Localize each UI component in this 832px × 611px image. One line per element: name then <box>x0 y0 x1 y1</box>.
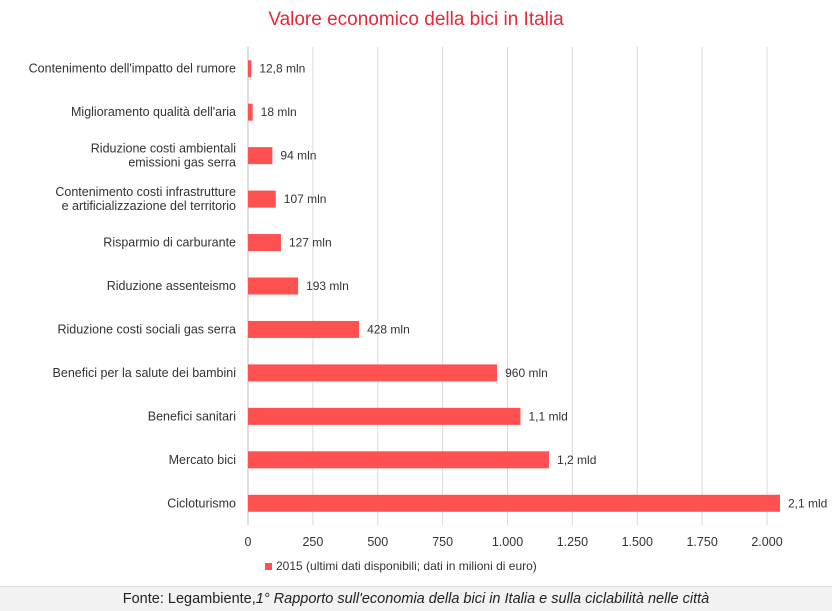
data-label: 127 mln <box>289 236 332 250</box>
bar <box>248 60 252 78</box>
legend: 2015 (ultimi dati disponibili; dati in m… <box>265 559 537 573</box>
category-label: Benefici sanitari <box>148 409 236 423</box>
category-label: Riduzione costi sociali gas serra <box>57 322 236 336</box>
bar <box>248 451 550 469</box>
category-label: Riduzione costi ambientali emissioni gas … <box>91 142 236 170</box>
x-axis-ticks: 0 250 500 750 1.000 1.250 1.500 1.750 2.000 <box>245 535 783 549</box>
category-label: Contenimento dell'impatto del rumore <box>29 62 236 76</box>
data-label: 193 mln <box>306 279 349 293</box>
bar <box>248 364 498 382</box>
data-label: 107 mln <box>284 192 327 206</box>
data-label: 1,2 mld <box>557 453 596 467</box>
data-label: 960 mln <box>505 366 548 380</box>
data-labels: 12,8 mln 18 mln 94 mln 107 mln 127 mln 193 ml… <box>259 62 827 511</box>
data-label: 2,1 mld <box>788 496 827 510</box>
category-label: Mercato bici <box>169 453 236 467</box>
bar <box>248 407 521 425</box>
data-label: 94 mln <box>280 149 316 163</box>
x-tick-label: 2.000 <box>751 535 782 549</box>
bars <box>248 60 780 512</box>
legend-swatch <box>265 563 272 570</box>
gridlines <box>247 47 768 525</box>
source-title: 1° Rapporto sull'economia della bici in … <box>255 591 710 607</box>
category-label: Riduzione assenteismo <box>107 279 236 293</box>
category-labels: Contenimento dell'impatto del rumore Migl… <box>29 62 236 511</box>
bar <box>248 277 299 295</box>
bar-chart: Valore economico della bici in Italia Co… <box>29 9 828 573</box>
bar <box>248 147 273 165</box>
category-label: Miglioramento qualità dell'aria <box>71 105 236 119</box>
bar <box>248 494 780 512</box>
category-label: Contenimento costi infrastrutture e artif… <box>55 185 236 213</box>
x-tick-label: 500 <box>367 535 388 549</box>
x-tick-label: 1.000 <box>492 535 523 549</box>
x-tick-label: 1.250 <box>557 535 588 549</box>
source-caption: Fonte: Legambiente, 1° Rapporto sull'eco… <box>0 586 832 611</box>
x-tick-label: 1.750 <box>686 535 717 549</box>
bar <box>248 234 281 252</box>
category-label: Risparmio di carburante <box>103 236 236 250</box>
x-tick-label: 1.500 <box>622 535 653 549</box>
category-label: Cicloturismo <box>167 496 236 510</box>
data-label: 12,8 mln <box>259 62 305 76</box>
x-tick-label: 250 <box>302 535 323 549</box>
data-label: 428 mln <box>367 322 410 336</box>
x-tick-label: 750 <box>432 535 453 549</box>
x-tick-label: 0 <box>245 535 252 549</box>
legend-label: 2015 (ultimi dati disponibili; dati in m… <box>276 559 537 573</box>
source-prefix: Fonte: Legambiente, <box>122 591 256 607</box>
bar <box>248 320 360 338</box>
category-label: Benefici per la salute dei bambini <box>53 366 236 380</box>
data-label: 18 mln <box>261 105 297 119</box>
chart-title: Valore economico della bici in Italia <box>268 9 564 30</box>
bar <box>248 103 253 121</box>
bar <box>248 190 276 208</box>
data-label: 1,1 mld <box>528 409 567 423</box>
